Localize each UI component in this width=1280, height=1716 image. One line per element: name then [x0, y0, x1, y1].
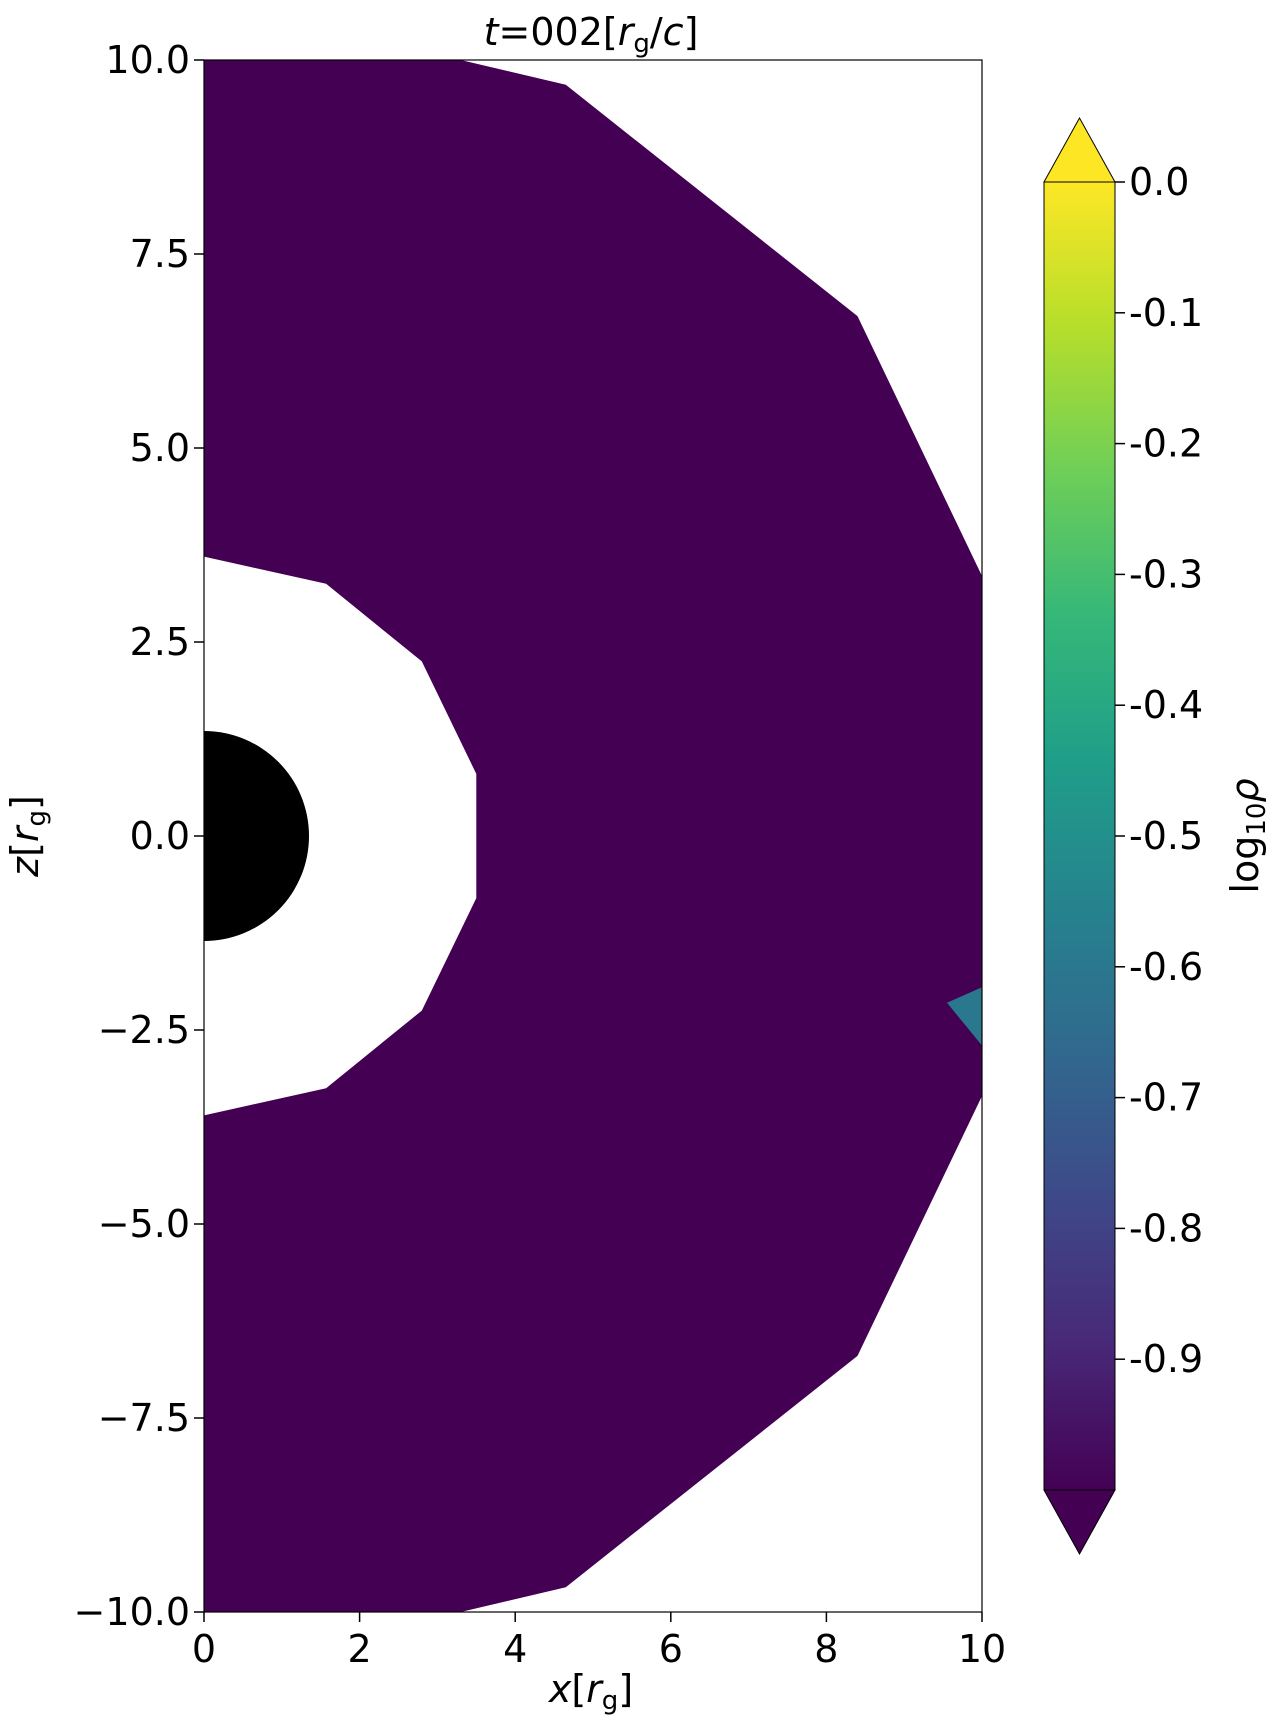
- black-hole-horizon: [204, 731, 309, 941]
- y-tick-label: 10.0: [105, 38, 190, 82]
- colorbar-tick-label: -0.7: [1129, 1076, 1203, 1120]
- x-tick-label: 10: [958, 1627, 1006, 1671]
- x-tick-label: 0: [192, 1627, 216, 1671]
- colorbar-tick-label: -0.5: [1129, 814, 1203, 858]
- y-tick-label: 2.5: [130, 620, 190, 664]
- x-axis-label: x[rg]: [548, 1667, 633, 1716]
- x-tick-label: 2: [348, 1627, 372, 1671]
- chart-title: t=002[rg/c]: [484, 10, 699, 59]
- colorbar-tick-label: -0.8: [1129, 1206, 1203, 1250]
- y-tick-label: 0.0: [130, 814, 190, 858]
- y-tick-label: 5.0: [130, 426, 190, 470]
- y-tick-label: −2.5: [98, 1008, 190, 1052]
- colorbar-tick-label: 0.0: [1129, 160, 1189, 204]
- colorbar-tick-label: -0.2: [1129, 422, 1203, 466]
- y-tick-label: −10.0: [74, 1590, 190, 1634]
- x-tick-label: 8: [814, 1627, 838, 1671]
- colorbar-tick-label: -0.3: [1129, 552, 1203, 596]
- colorbar-tick-label: -0.1: [1129, 291, 1203, 335]
- y-tick-label: 7.5: [130, 232, 190, 276]
- colorbar-tick-label: -0.9: [1129, 1337, 1203, 1381]
- x-axis-ticks: 0 2 4 6 8 10: [192, 1612, 1006, 1671]
- y-tick-label: −7.5: [98, 1396, 190, 1440]
- colorbar-body: [1043, 181, 1116, 1491]
- x-tick-label: 4: [503, 1627, 527, 1671]
- y-axis-ticks: 10.0 7.5 5.0 2.5 0.0 −2.5 −5.0 −7.5 −10.0: [74, 38, 204, 1634]
- colorbar-extend-max: [1043, 116, 1116, 183]
- colorbar-label: log10ρ: [1223, 778, 1272, 893]
- colorbar-ticks: 0.0 -0.1 -0.2 -0.3 -0.4 -0.5 -0.6 -0.7 -0.8 -0.9: [1115, 160, 1203, 1381]
- y-axis-label: z[rg]: [3, 795, 52, 878]
- colorbar-tick-label: -0.4: [1129, 683, 1203, 727]
- x-tick-label: 6: [659, 1627, 683, 1671]
- plot-area: [204, 60, 982, 1612]
- density-region: [204, 60, 982, 1612]
- colorbar-extend-min: [1043, 1489, 1116, 1556]
- colorbar: 0.0 -0.1 -0.2 -0.3 -0.4 -0.5 -0.6 -0.7 -0.8 -0.9: [1043, 116, 1203, 1556]
- density-feature: [947, 987, 982, 1046]
- colorbar-tick-label: -0.6: [1129, 945, 1203, 989]
- y-tick-label: −5.0: [98, 1202, 190, 1246]
